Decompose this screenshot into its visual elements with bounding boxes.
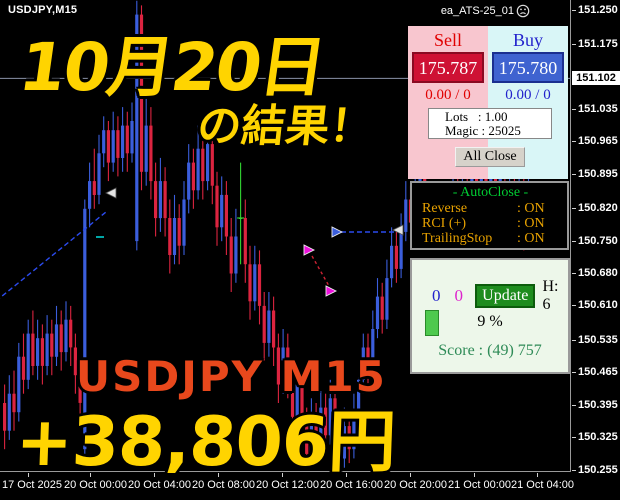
lots-magic-box: Lots : 1.00 Magic : 25025	[428, 108, 552, 139]
time-tick-mark	[28, 473, 29, 477]
trade-arrow-icon	[303, 244, 316, 256]
time-tick-label: 20 Oct 20:00	[384, 479, 447, 491]
autoclose-value: : ON	[517, 216, 545, 231]
autoclose-row-trailingstop: TrailingStop : ON	[422, 231, 559, 246]
ea-status-icon[interactable]	[516, 4, 530, 18]
price-tick-label: 150.820	[578, 202, 618, 215]
trade-panel: Sell 175.787 0.00 / 0 Buy 175.780 0.00 /…	[408, 26, 568, 179]
counter-magenta: 0	[454, 286, 464, 305]
price-tick-label: 150.255	[578, 463, 618, 476]
price-tick-label: 150.965	[578, 135, 618, 148]
price-tick-label: 150.895	[578, 167, 618, 180]
update-button[interactable]: Update	[475, 284, 536, 308]
price-tick-mark	[572, 404, 576, 406]
time-tick-mark	[154, 473, 155, 477]
update-row: 0 0 Update H: 6	[412, 278, 568, 314]
sell-header: Sell	[433, 30, 462, 50]
price-tick-mark	[572, 240, 576, 242]
autoclose-value: : ON	[517, 231, 545, 246]
current-price-label: 151.102	[572, 71, 620, 86]
price-tick-mark	[572, 208, 576, 210]
h-count-label: H: 6	[542, 278, 559, 313]
price-tick-mark	[572, 141, 576, 143]
time-tick-label: 21 Oct 00:00	[448, 479, 511, 491]
percent-label: 9 %	[477, 313, 503, 330]
price-tick-label: 151.035	[578, 102, 618, 115]
counter-blue: 0	[432, 286, 441, 305]
trend-line[interactable]	[0, 211, 107, 301]
buy-button[interactable]: 175.780	[492, 52, 564, 83]
buy-stat: 0.00 / 0	[505, 87, 551, 103]
chart-symbol-label: USDJPY,M15	[8, 4, 78, 16]
sell-stat: 0.00 / 0	[425, 87, 471, 103]
autoclose-label: RCI (+)	[422, 216, 467, 231]
magic-line: Magic : 25025	[445, 123, 521, 138]
update-panel: 0 0 Update H: 6 9 % Score : (49) 757	[410, 258, 570, 374]
time-tick-mark	[410, 473, 411, 477]
trade-arrow-icon	[325, 285, 338, 297]
score-label: Score : (49) 757	[438, 342, 542, 359]
autoclose-title: - AutoClose -	[452, 185, 529, 200]
time-tick-mark	[282, 473, 283, 477]
trade-arrow-icon	[105, 187, 117, 199]
autoclose-label: TrailingStop	[422, 231, 493, 246]
autoclose-value: : ON	[517, 201, 545, 216]
price-tick-mark	[572, 273, 576, 275]
price-tick-label: 150.465	[578, 366, 618, 379]
sell-button[interactable]: 175.787	[412, 52, 484, 83]
price-tick-label: 150.535	[578, 334, 618, 347]
price-tick-mark	[572, 44, 576, 46]
time-tick-mark	[218, 473, 219, 477]
time-tick-mark	[90, 473, 91, 477]
price-tick-mark	[572, 372, 576, 374]
lots-line: Lots : 1.00	[445, 109, 508, 124]
time-tick-label: 20 Oct 12:00	[256, 479, 319, 491]
trend-line[interactable]	[311, 255, 330, 287]
trade-arrow-icon	[331, 226, 344, 238]
time-tick-label: 20 Oct 08:00	[192, 479, 255, 491]
trade-arrow-icon	[392, 224, 404, 236]
time-tick-label: 17 Oct 2025	[2, 479, 62, 491]
autoclose-label: Reverse	[422, 201, 468, 216]
time-tick-label: 20 Oct 00:00	[64, 479, 127, 491]
price-tick-mark	[572, 305, 576, 307]
price-tick-mark	[572, 469, 576, 471]
time-axis[interactable]: 17 Oct 2025 20 Oct 00:00 20 Oct 04:00 20 Oc…	[0, 473, 620, 500]
headline-result-text: の結果！	[194, 101, 377, 152]
time-tick-label: 21 Oct 04:00	[511, 479, 574, 491]
symbol-banner-text: USDJPY M15	[76, 352, 387, 401]
price-tick-mark	[572, 173, 576, 175]
time-tick-mark	[346, 473, 347, 477]
autoclose-panel: - AutoClose - Reverse : ON RCI (+) : ON …	[410, 181, 569, 250]
price-tick-label: 150.680	[578, 267, 618, 280]
price-axis[interactable]: 151.102 151.250 151.175 151.035 150.965 150.…	[572, 0, 620, 476]
price-tick-label: 150.610	[578, 299, 618, 312]
all-close-button[interactable]: All Close	[455, 147, 525, 167]
price-tick-label: 151.175	[578, 38, 618, 51]
buy-panel-half: Buy 175.780 0.00 / 0	[488, 26, 568, 179]
profit-banner-text: +38,806円	[14, 403, 397, 482]
price-tick-label: 151.250	[578, 3, 618, 16]
buy-header: Buy	[512, 30, 543, 50]
time-tick-mark	[474, 473, 475, 477]
price-tick-mark	[572, 340, 576, 342]
time-tick-label: 20 Oct 16:00	[320, 479, 383, 491]
sell-panel-half: Sell 175.787 0.00 / 0	[408, 26, 488, 179]
time-tick-mark	[537, 473, 538, 477]
ea-name-label: ea_ATS-25_01	[440, 5, 514, 17]
price-tick-label: 150.750	[578, 234, 618, 247]
price-tick-mark	[572, 437, 576, 439]
price-tick-mark	[572, 108, 576, 110]
price-tick-label: 150.395	[578, 398, 618, 411]
progress-bar	[425, 310, 439, 336]
price-tick-label: 150.325	[578, 431, 618, 444]
time-tick-label: 20 Oct 04:00	[128, 479, 191, 491]
autoclose-row-reverse: Reverse : ON	[422, 201, 559, 216]
autoclose-row-rci: RCI (+) : ON	[422, 216, 559, 231]
price-tick-mark	[572, 9, 576, 11]
